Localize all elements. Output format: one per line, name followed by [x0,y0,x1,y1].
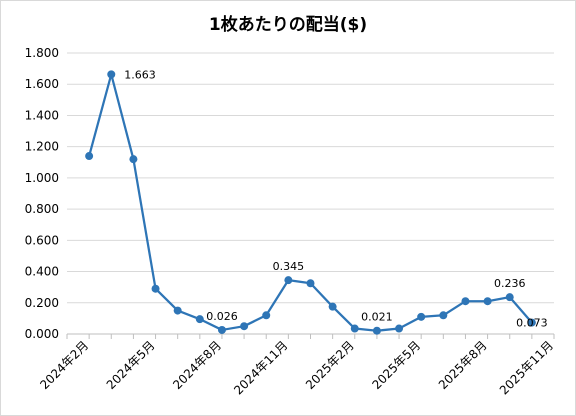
data-point [129,155,138,164]
data-point [505,293,514,302]
data-point [461,297,470,306]
data-label: 0.345 [273,260,305,273]
data-point [284,276,293,285]
y-tick-label: 1.000 [25,171,59,185]
x-tick-label: 2024年8月 [170,338,224,392]
y-tick-label: 0.400 [25,265,59,279]
data-point [262,311,271,320]
x-tick-label: 2024年2月 [37,338,91,392]
y-tick-label: 0.600 [25,233,59,247]
data-label: 0.073 [516,317,548,330]
data-point [151,284,160,293]
data-point [417,312,426,321]
data-point [195,315,204,324]
x-tick-label: 2025年2月 [303,338,357,392]
data-point [372,326,381,335]
data-point [483,297,492,306]
data-point [85,152,94,161]
data-label: 0.026 [206,310,238,323]
y-tick-label: 0.800 [25,202,59,216]
x-tick-label: 2025年8月 [436,338,490,392]
chart-title: 1枚あたりの配当($) [208,15,368,35]
x-tick-label: 2025年5月 [369,338,423,392]
data-label: 0.021 [361,311,393,324]
y-tick-label: 0.200 [25,296,59,310]
y-tick-label: 1.400 [25,108,59,122]
data-point [439,311,448,320]
x-tick-label: 2024年5月 [104,338,158,392]
y-tick-label: 1.600 [25,77,59,91]
y-tick-label: 1.200 [25,140,59,154]
data-point [173,306,182,315]
data-point [107,70,116,79]
y-tick-label: 0.000 [25,327,59,341]
data-point [306,279,315,288]
data-point [395,324,404,333]
x-tick-label: 2024年11月 [231,338,290,397]
data-label: 1.663 [124,68,156,81]
y-tick-label: 1.800 [25,46,59,60]
x-tick-label: 2025年11月 [497,338,556,397]
data-point [217,325,226,334]
data-label: 0.236 [494,277,526,290]
data-point [240,322,249,331]
data-point [350,324,359,333]
data-point [527,318,536,327]
data-point [328,302,337,311]
